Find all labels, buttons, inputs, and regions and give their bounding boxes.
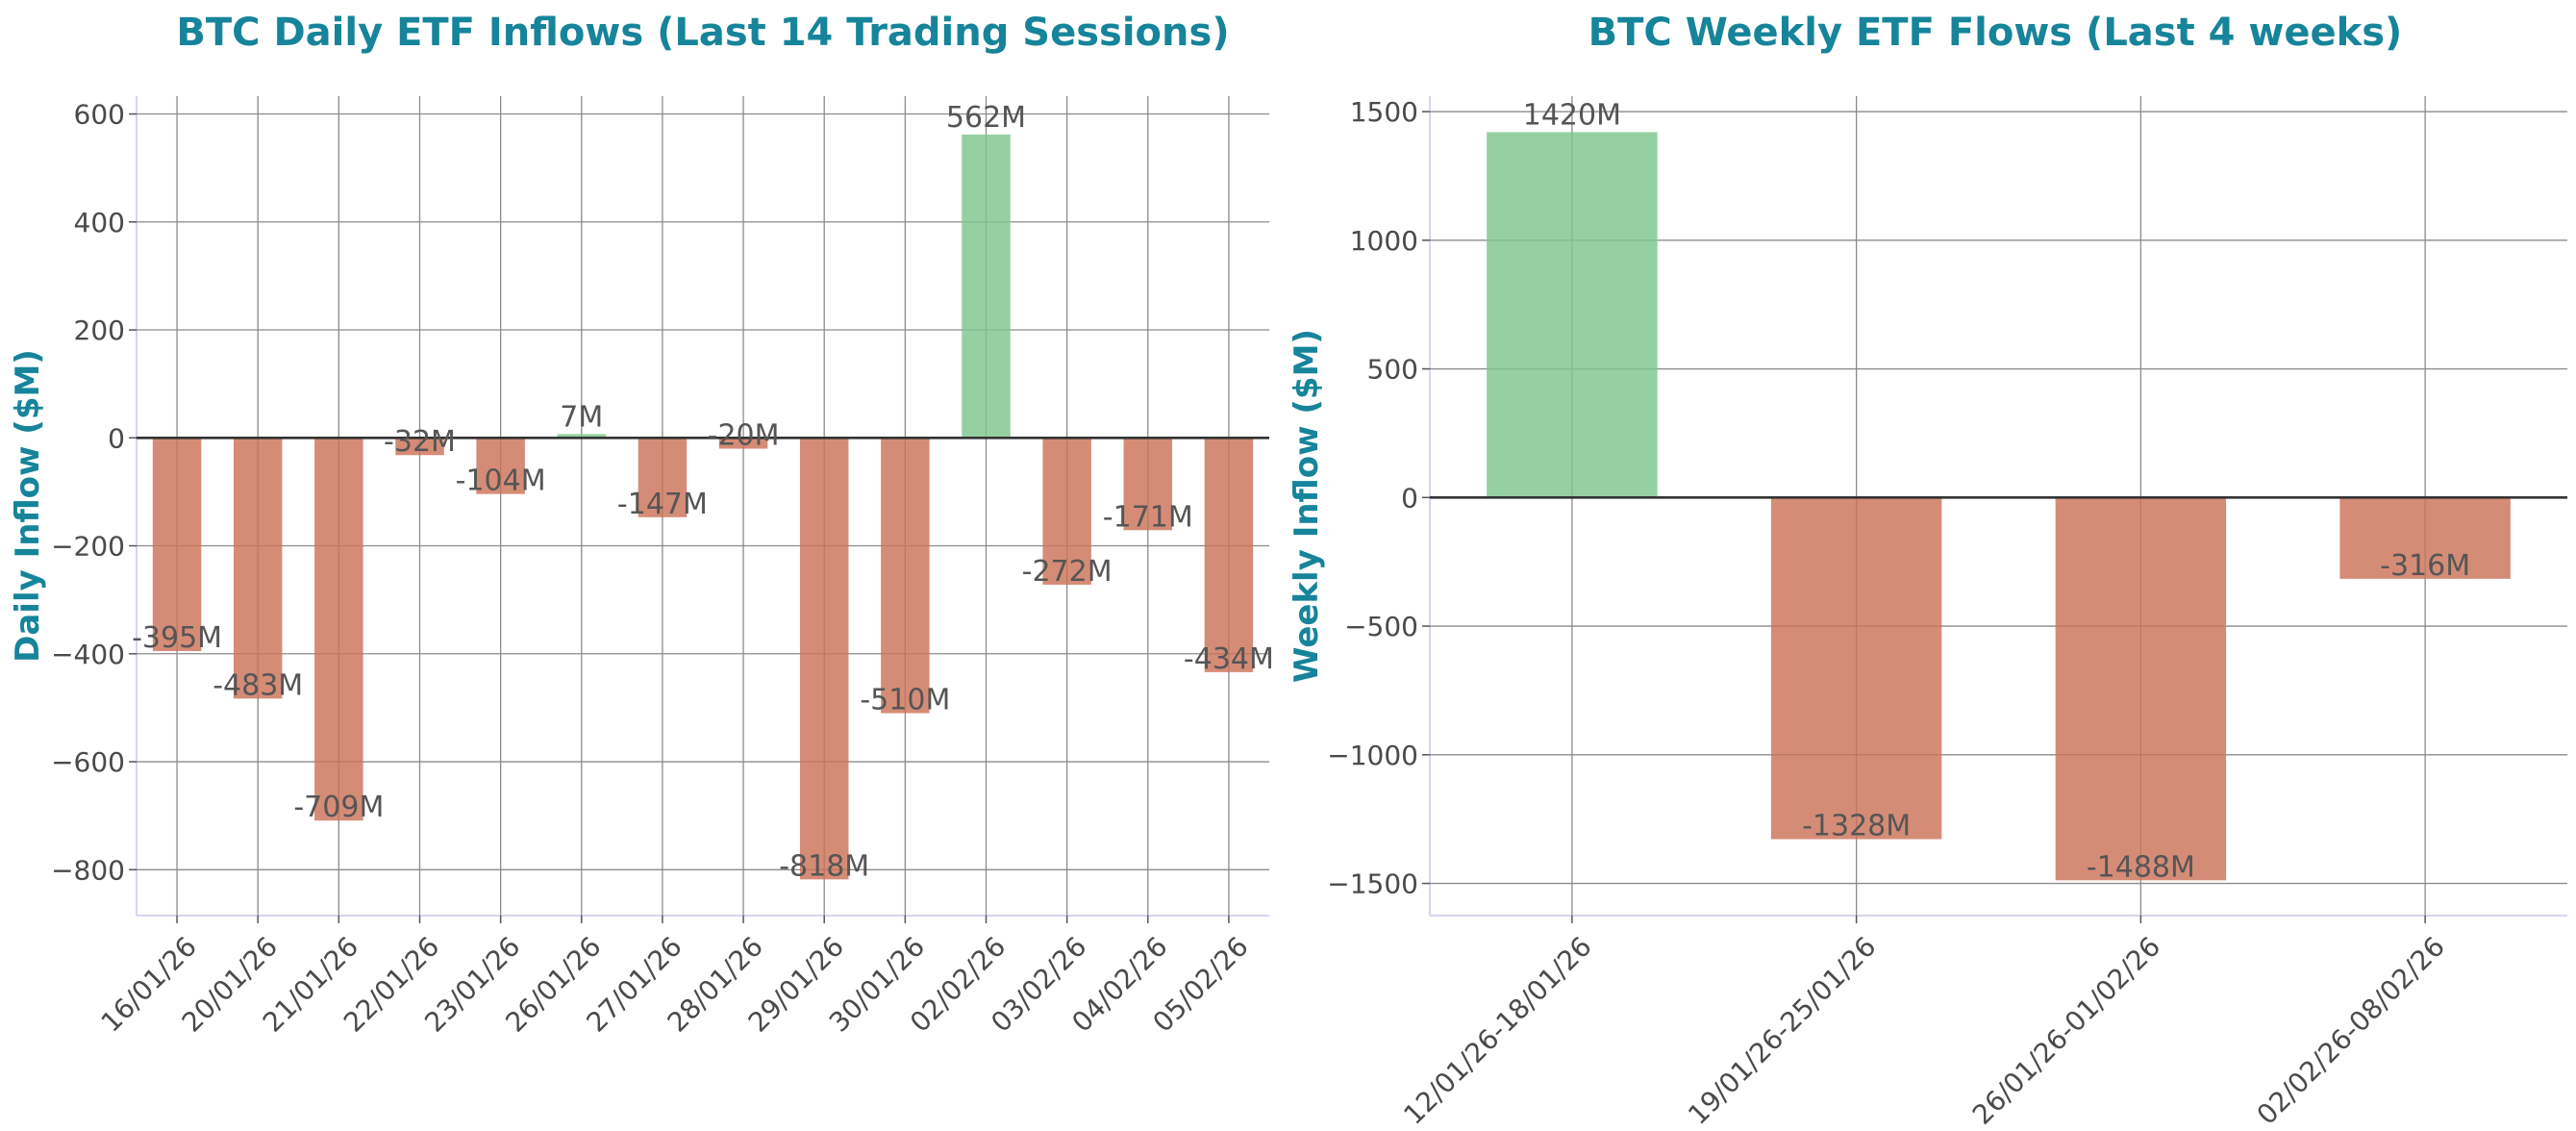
y-tick-label: −1500: [1327, 868, 1418, 900]
data-label: -1328M: [1802, 810, 1911, 843]
chart-title: BTC Daily ETF Inflows (Last 14 Trading S…: [176, 11, 1229, 55]
bar: [233, 438, 283, 699]
y-tick-label: −200: [51, 531, 125, 563]
x-tick-label: 02/02/26-08/02/26: [2251, 930, 2451, 1130]
data-label: -818M: [779, 849, 869, 883]
bar: [2055, 497, 2227, 881]
y-tick-label: 0: [108, 422, 125, 454]
daily-inflow-chart: BTC Daily ETF Inflows (Last 14 Trading S…: [9, 11, 1274, 1039]
x-tick-label: 26/01/26-01/02/26: [1966, 930, 2166, 1130]
y-tick-label: 500: [1367, 354, 1418, 386]
bar: [2339, 497, 2511, 579]
y-tick-label: −800: [51, 854, 125, 886]
bar: [1487, 132, 1658, 498]
x-tick-label: 12/01/26-18/01/26: [1397, 930, 1597, 1130]
bar: [799, 438, 849, 880]
y-tick-label: 0: [1401, 482, 1418, 514]
y-tick-label: −1000: [1327, 740, 1418, 771]
data-label: -1488M: [2087, 850, 2195, 884]
bar: [1770, 497, 1942, 840]
bar: [395, 438, 444, 456]
y-tick-label: −500: [1344, 611, 1418, 642]
data-label: 1420M: [1523, 98, 1621, 132]
bar: [1123, 438, 1173, 531]
y-tick-label: 1500: [1350, 96, 1418, 128]
bar: [314, 438, 363, 821]
bar: [881, 438, 930, 714]
data-label: -709M: [293, 791, 384, 824]
data-label: -316M: [2380, 549, 2470, 583]
data-label: -434M: [1184, 642, 1274, 676]
data-label: -272M: [1022, 555, 1113, 589]
bar: [476, 438, 525, 494]
y-axis-label: Weekly Inflow ($M): [1288, 329, 1326, 683]
y-tick-label: 1000: [1350, 225, 1418, 257]
x-tick-label: 19/01/26-25/01/26: [1682, 930, 1882, 1130]
y-tick-label: −400: [51, 639, 125, 670]
data-label: -104M: [456, 465, 546, 498]
data-label: -483M: [213, 668, 303, 702]
data-label: 7M: [560, 400, 603, 434]
data-label: -147M: [617, 488, 708, 521]
bar: [962, 134, 1011, 439]
y-tick-label: 400: [74, 207, 125, 239]
y-tick-label: 200: [74, 314, 125, 346]
bar: [1042, 438, 1091, 585]
weekly-flow-chart: BTC Weekly ETF Flows (Last 4 weeks) Weekl…: [1288, 11, 2567, 1131]
bar: [557, 434, 607, 439]
bar: [718, 438, 768, 449]
data-label: -32M: [384, 425, 456, 459]
bar: [638, 438, 688, 517]
data-label: -171M: [1103, 500, 1193, 534]
data-label: -510M: [860, 684, 950, 717]
y-axis-label: Daily Inflow ($M): [9, 349, 47, 663]
data-label: 562M: [946, 101, 1026, 135]
y-tick-label: 600: [74, 99, 125, 131]
bar: [1204, 438, 1254, 672]
bar: [152, 438, 202, 651]
y-tick-label: −600: [51, 746, 125, 778]
chart-title: BTC Weekly ETF Flows (Last 4 weeks): [1588, 11, 2403, 55]
data-label: -395M: [132, 621, 222, 655]
data-label: -20M: [708, 419, 780, 453]
